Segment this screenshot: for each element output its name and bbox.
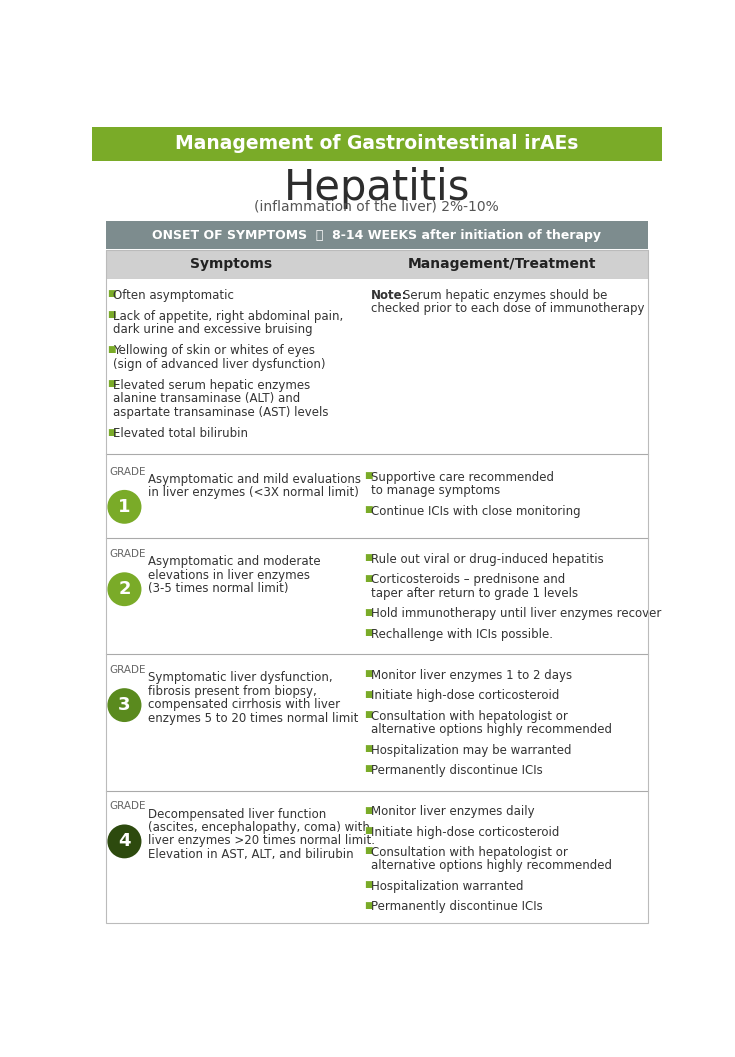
Text: Permanently discontinue ICIs: Permanently discontinue ICIs [371, 901, 542, 913]
Text: GRADE: GRADE [109, 550, 146, 559]
FancyBboxPatch shape [92, 127, 662, 161]
Text: ■: ■ [107, 310, 116, 319]
Text: Serum hepatic enzymes should be: Serum hepatic enzymes should be [403, 289, 607, 301]
Text: Symptoms: Symptoms [190, 257, 273, 271]
Text: (sign of advanced liver dysfunction): (sign of advanced liver dysfunction) [112, 358, 326, 371]
Circle shape [107, 824, 141, 858]
Text: ■: ■ [107, 379, 116, 388]
Text: ■: ■ [364, 744, 373, 753]
Text: ■: ■ [364, 628, 373, 637]
Text: elevations in liver enzymes: elevations in liver enzymes [148, 569, 310, 581]
Text: Elevation in AST, ALT, and bilirubin: Elevation in AST, ALT, and bilirubin [148, 848, 354, 861]
Text: Consultation with hepatologist or: Consultation with hepatologist or [371, 709, 567, 723]
Text: Management/Treatment: Management/Treatment [408, 257, 596, 271]
Text: Continue ICIs with close monitoring: Continue ICIs with close monitoring [371, 504, 581, 518]
Text: alternative options highly recommended: alternative options highly recommended [371, 859, 612, 872]
Text: ■: ■ [364, 554, 373, 562]
Text: fibrosis present from biopsy,: fibrosis present from biopsy, [148, 685, 318, 698]
Text: Initiate high-dose corticosteroid: Initiate high-dose corticosteroid [371, 826, 559, 838]
Text: Decompensated liver function: Decompensated liver function [148, 808, 326, 820]
Text: Note:: Note: [371, 289, 407, 301]
Text: Supportive care recommended: Supportive care recommended [371, 470, 554, 484]
FancyBboxPatch shape [106, 251, 648, 278]
Text: 1: 1 [118, 498, 131, 516]
Text: ■: ■ [364, 608, 373, 616]
Text: alternative options highly recommended: alternative options highly recommended [371, 723, 612, 737]
Text: enzymes 5 to 20 times normal limit: enzymes 5 to 20 times normal limit [148, 711, 359, 725]
Text: ■: ■ [107, 289, 116, 298]
Text: (inflammation of the liver) 2%-10%: (inflammation of the liver) 2%-10% [254, 199, 499, 214]
Text: ■: ■ [364, 710, 373, 719]
Text: Management of Gastrointestinal irAEs: Management of Gastrointestinal irAEs [175, 134, 578, 153]
Text: Asymptomatic and mild evaluations: Asymptomatic and mild evaluations [148, 472, 362, 486]
Text: ■: ■ [364, 764, 373, 774]
FancyBboxPatch shape [106, 221, 648, 249]
Text: Corticosteroids – prednisone and: Corticosteroids – prednisone and [371, 574, 565, 587]
Text: (ascites, encephalopathy, coma) with: (ascites, encephalopathy, coma) with [148, 821, 370, 834]
Text: compensated cirrhosis with liver: compensated cirrhosis with liver [148, 699, 340, 711]
Text: Hepatitis: Hepatitis [284, 167, 470, 209]
Text: Symptomatic liver dysfunction,: Symptomatic liver dysfunction, [148, 671, 333, 684]
Text: ■: ■ [364, 880, 373, 889]
Text: Permanently discontinue ICIs: Permanently discontinue ICIs [371, 764, 542, 777]
Text: ■: ■ [364, 826, 373, 835]
Text: Hospitalization may be warranted: Hospitalization may be warranted [371, 744, 571, 757]
Text: Lack of appetite, right abdominal pain,: Lack of appetite, right abdominal pain, [112, 310, 343, 322]
Text: 4: 4 [118, 833, 131, 851]
Text: checked prior to each dose of immunotherapy: checked prior to each dose of immunother… [371, 302, 645, 315]
Text: (3-5 times normal limit): (3-5 times normal limit) [148, 582, 289, 595]
Text: Consultation with hepatologist or: Consultation with hepatologist or [371, 846, 567, 859]
Text: aspartate transaminase (AST) levels: aspartate transaminase (AST) levels [112, 406, 329, 419]
Text: GRADE: GRADE [109, 665, 146, 675]
Text: Hold immunotherapy until liver enzymes recover: Hold immunotherapy until liver enzymes r… [371, 608, 662, 620]
Text: ■: ■ [364, 471, 373, 480]
Text: liver enzymes >20 times normal limit.: liver enzymes >20 times normal limit. [148, 834, 376, 848]
Text: dark urine and excessive bruising: dark urine and excessive bruising [112, 323, 312, 336]
Text: ■: ■ [364, 901, 373, 910]
Text: ■: ■ [364, 690, 373, 699]
Text: ONSET OF SYMPTOMS  ⌛  8-14 WEEKS after initiation of therapy: ONSET OF SYMPTOMS ⌛ 8-14 WEEKS after ini… [152, 228, 601, 242]
Text: 2: 2 [118, 580, 131, 598]
Text: ■: ■ [364, 847, 373, 855]
Text: Often asymptomatic: Often asymptomatic [112, 289, 234, 301]
Text: Elevated total bilirubin: Elevated total bilirubin [112, 427, 248, 440]
Text: 3: 3 [118, 697, 131, 715]
Text: taper after return to grade 1 levels: taper after return to grade 1 levels [371, 587, 578, 600]
Text: Yellowing of skin or whites of eyes: Yellowing of skin or whites of eyes [112, 345, 315, 357]
Text: alanine transaminase (ALT) and: alanine transaminase (ALT) and [112, 392, 300, 406]
Text: Rechallenge with ICIs possible.: Rechallenge with ICIs possible. [371, 628, 553, 641]
Text: Rule out viral or drug-induced hepatitis: Rule out viral or drug-induced hepatitis [371, 553, 603, 567]
Text: to manage symptoms: to manage symptoms [371, 484, 500, 497]
Text: ■: ■ [364, 505, 373, 514]
Text: GRADE: GRADE [109, 801, 146, 812]
Text: Monitor liver enzymes daily: Monitor liver enzymes daily [371, 805, 534, 818]
Text: in liver enzymes (<3X normal limit): in liver enzymes (<3X normal limit) [148, 486, 359, 499]
Circle shape [107, 489, 141, 524]
Text: GRADE: GRADE [109, 467, 146, 477]
Text: ■: ■ [364, 805, 373, 815]
Text: Initiate high-dose corticosteroid: Initiate high-dose corticosteroid [371, 689, 559, 702]
Text: Monitor liver enzymes 1 to 2 days: Monitor liver enzymes 1 to 2 days [371, 669, 572, 682]
Text: Asymptomatic and moderate: Asymptomatic and moderate [148, 555, 321, 569]
Text: ■: ■ [364, 574, 373, 582]
Text: ■: ■ [364, 669, 373, 679]
Text: Elevated serum hepatic enzymes: Elevated serum hepatic enzymes [112, 379, 310, 392]
Text: ■: ■ [107, 345, 116, 354]
Text: ■: ■ [107, 427, 116, 437]
Text: Hospitalization warranted: Hospitalization warranted [371, 879, 523, 893]
Circle shape [107, 572, 141, 606]
Circle shape [107, 688, 141, 722]
